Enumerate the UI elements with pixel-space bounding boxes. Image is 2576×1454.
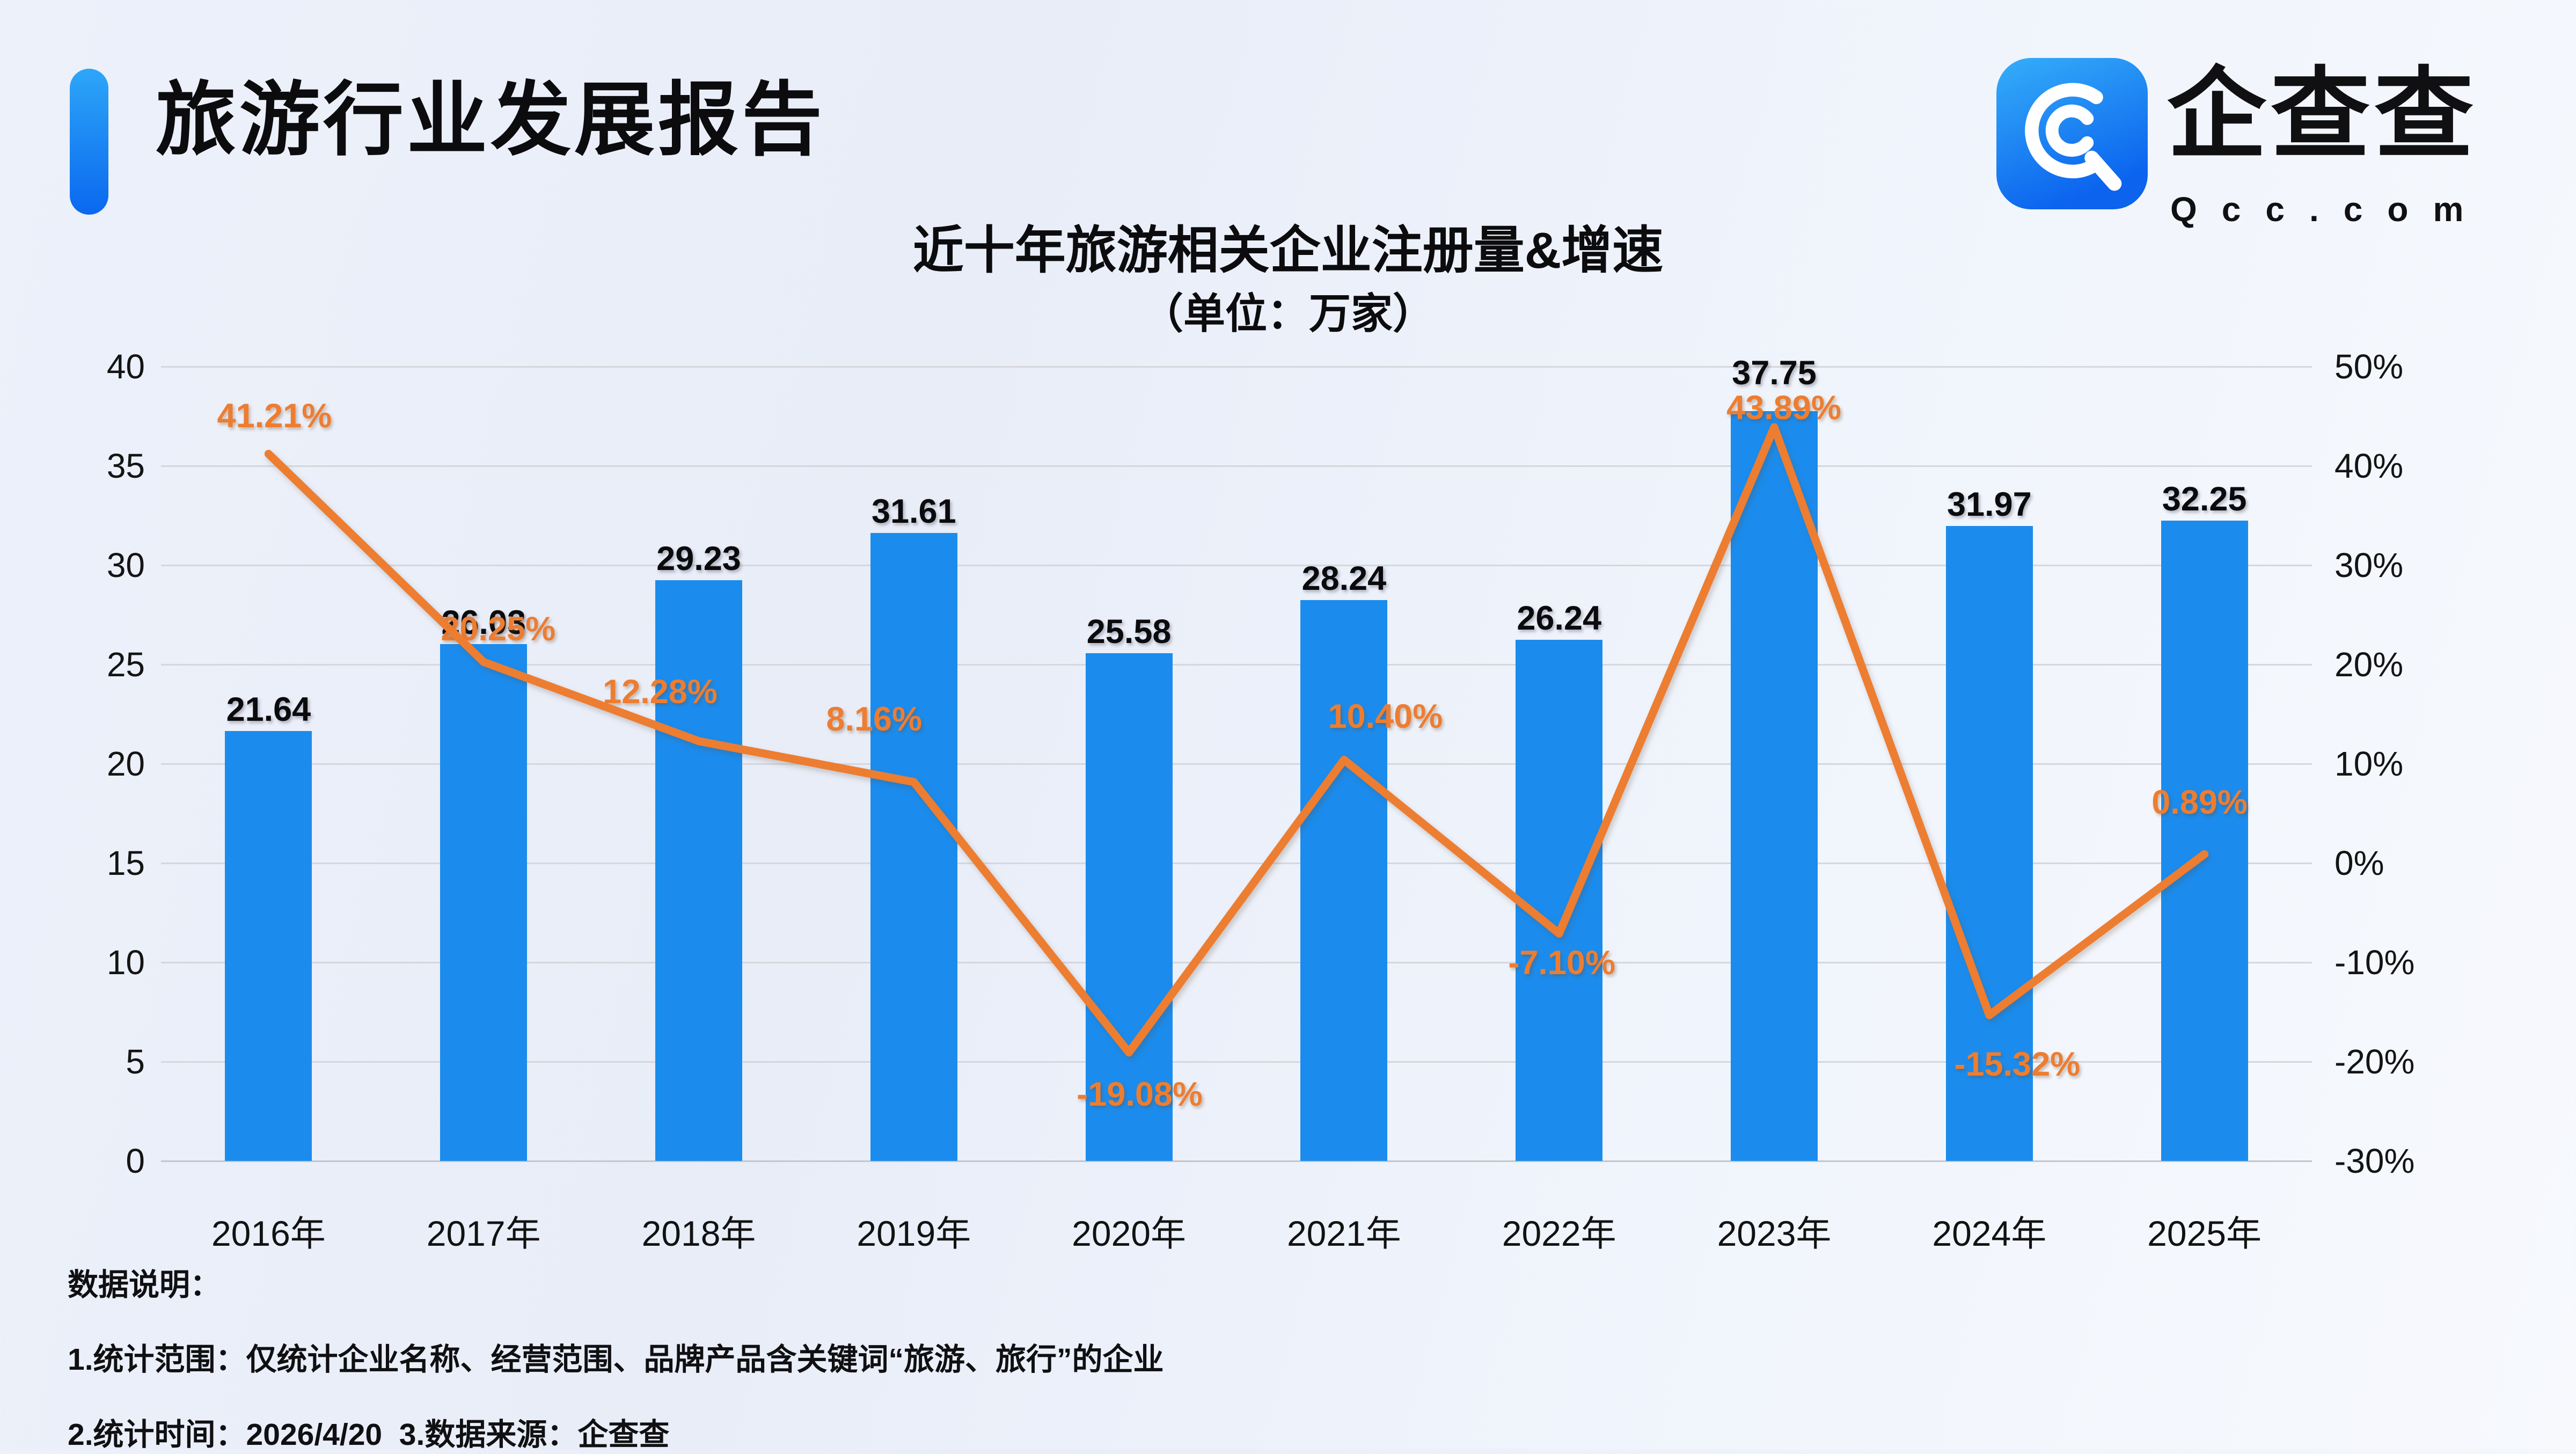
bar-value-label: 37.75 [1732, 354, 1817, 392]
x-axis-label: 2024年 [1932, 1214, 2047, 1253]
y-axis-tick-right: 0% [2334, 844, 2384, 882]
bar-value-label: 21.64 [226, 691, 311, 729]
notes-line-2: 2.统计时间：2026/4/20 3.数据来源：企查查 [68, 1418, 670, 1452]
bar-value-label: 31.97 [1946, 486, 2032, 524]
growth-point-label: 8.16% [826, 700, 923, 739]
x-axis-label: 2019年 [857, 1214, 971, 1253]
bar [225, 731, 312, 1161]
chart-subtitle: （单位：万家） [1141, 290, 1435, 337]
bar [1731, 411, 1818, 1161]
notes-line-1: 1.统计范围：仅统计企业名称、经营范围、品牌产品含关键词“旅游、旅行”的企业 [68, 1342, 1164, 1377]
growth-point-label: 20.25% [441, 610, 556, 648]
y-axis-tick-right: 50% [2334, 347, 2404, 386]
gridline [161, 366, 2312, 368]
gridline [161, 1160, 2312, 1162]
bar-value-label: 25.58 [1086, 612, 1172, 651]
y-axis-tick-left: 30 [106, 546, 145, 584]
x-axis-label: 2020年 [1072, 1214, 1187, 1253]
y-axis-tick-left: 10 [106, 943, 145, 982]
bar-value-label: 26.24 [1517, 600, 1602, 638]
bar [1516, 640, 1603, 1161]
x-axis-label: 2021年 [1286, 1214, 1401, 1253]
y-axis-tick-left: 20 [106, 744, 145, 783]
growth-point-label: 41.21% [217, 397, 332, 435]
bar-value-label: 31.61 [871, 493, 956, 531]
chart-title: 近十年旅游相关企业注册量&增速 [912, 222, 1664, 279]
x-axis-label: 2023年 [1717, 1214, 1832, 1253]
growth-point-label: -15.32% [1954, 1046, 2081, 1084]
y-axis-tick-left: 15 [106, 844, 145, 882]
y-axis-tick-right: -10% [2334, 943, 2415, 982]
notes-heading: 数据说明： [68, 1268, 221, 1302]
bar [1300, 600, 1388, 1161]
y-axis-tick-left: 0 [126, 1142, 145, 1180]
gridline [161, 465, 2312, 467]
page-title: 旅游行业发展报告 [156, 75, 826, 165]
y-axis-tick-left: 35 [106, 447, 145, 485]
x-axis-label: 2022年 [1502, 1214, 1616, 1253]
y-axis-tick-right: 30% [2334, 546, 2404, 584]
x-axis-label: 2018年 [641, 1214, 756, 1253]
growth-point-label: 10.40% [1328, 697, 1443, 735]
y-axis-tick-right: 10% [2334, 744, 2404, 783]
growth-point-label: 43.89% [1726, 389, 1841, 427]
qcc-logo: 企查查 Qcc.com [1996, 57, 2506, 226]
gridline [161, 1061, 2312, 1063]
growth-point-label: 12.28% [603, 673, 718, 711]
bar-value-label: 32.25 [2162, 480, 2247, 518]
bar [2161, 520, 2248, 1161]
logo-text-en: Qcc.com [2170, 190, 2489, 229]
growth-point-label: -7.10% [1508, 944, 1615, 982]
y-axis-tick-right: 40% [2334, 447, 2404, 485]
x-axis-label: 2025年 [2147, 1214, 2262, 1253]
y-axis-tick-right: -20% [2334, 1042, 2415, 1081]
bar-value-label: 29.23 [656, 540, 741, 578]
y-axis-tick-left: 25 [106, 645, 145, 684]
bar [655, 580, 742, 1161]
logo-text-cn: 企查查 [2167, 60, 2478, 170]
y-axis-tick-left: 5 [126, 1042, 145, 1081]
bar [440, 644, 528, 1161]
bar [870, 533, 957, 1161]
title-accent-bar [70, 69, 108, 215]
y-axis-tick-right: -30% [2334, 1142, 2415, 1180]
qcc-spiral-icon [1996, 58, 2148, 209]
bar-value-label: 28.24 [1301, 560, 1387, 598]
x-axis-label: 2017年 [426, 1214, 541, 1253]
y-axis-tick-left: 40 [106, 347, 145, 386]
x-axis-label: 2016年 [211, 1214, 326, 1253]
y-axis-tick-right: 20% [2334, 645, 2404, 684]
growth-point-label: 0.89% [2151, 783, 2248, 821]
growth-point-label: -19.08% [1077, 1075, 1203, 1113]
